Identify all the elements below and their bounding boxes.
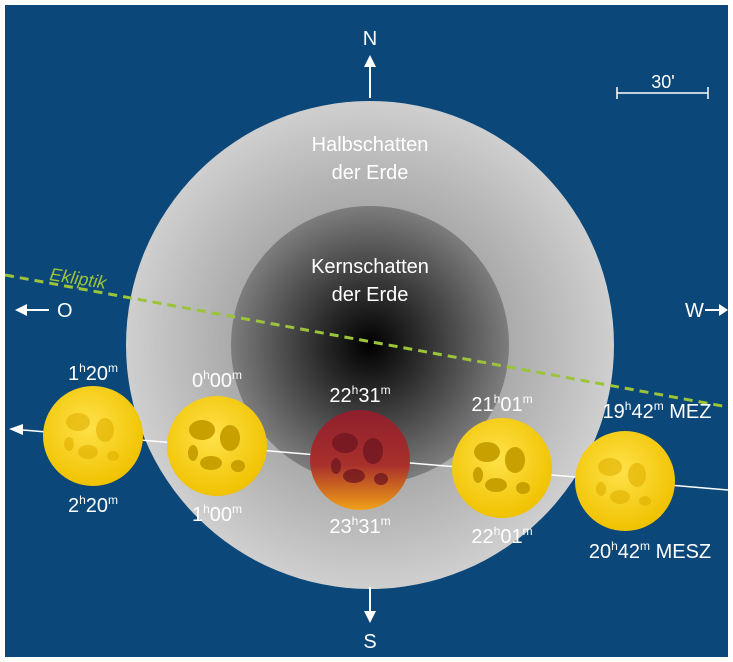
time-label-bottom-2331: 23h31m <box>329 514 390 538</box>
umbra-label-line1: Kernschatten <box>311 256 429 278</box>
eclipse-diagram: Ekliptik N S O W 30' Halbschatten der Er… <box>5 5 728 657</box>
moon-2231-eclipsed <box>310 410 410 510</box>
penumbra-label-line1: Halbschatten <box>312 134 429 156</box>
moon-0000 <box>167 396 267 496</box>
moon-0120 <box>43 386 143 486</box>
west-label: W <box>685 300 704 322</box>
ecliptic-label: Ekliptik <box>48 264 108 293</box>
time-label-bottom-0220: 2h20m <box>68 493 118 517</box>
moon-2101 <box>452 418 552 518</box>
time-label-top-2231: 22h31m <box>329 383 390 407</box>
umbra-label-line2: der Erde <box>332 284 409 306</box>
time-label-bottom-2042: 20h42m MESZ <box>589 539 711 563</box>
north-arrowhead <box>364 55 376 67</box>
time-label-top-2101: 21h01m <box>471 392 532 416</box>
time-label-bottom-0100: 1h00m <box>192 502 242 526</box>
time-label-top-0120: 1h20m <box>68 361 118 385</box>
moon-1942 <box>575 431 675 531</box>
north-label: N <box>363 28 377 50</box>
umbra-circle <box>231 206 509 484</box>
east-label: O <box>57 300 73 322</box>
south-label: S <box>363 631 376 653</box>
time-label-bottom-2201: 22h01m <box>471 524 532 548</box>
time-label-top-1942: 19h42m MEZ <box>603 399 712 423</box>
eclipse-svg: Ekliptik N S O W 30' Halbschatten der Er… <box>5 28 728 653</box>
south-arrowhead <box>364 611 376 623</box>
east-arrowhead <box>15 304 27 316</box>
ecliptic-line <box>5 273 728 409</box>
time-label-top-0000: 0h00m <box>192 368 242 392</box>
scale-label: 30' <box>651 72 674 92</box>
west-arrowhead <box>719 304 728 316</box>
penumbra-label-line2: der Erde <box>332 162 409 184</box>
moon-path-arrowhead <box>9 424 23 435</box>
